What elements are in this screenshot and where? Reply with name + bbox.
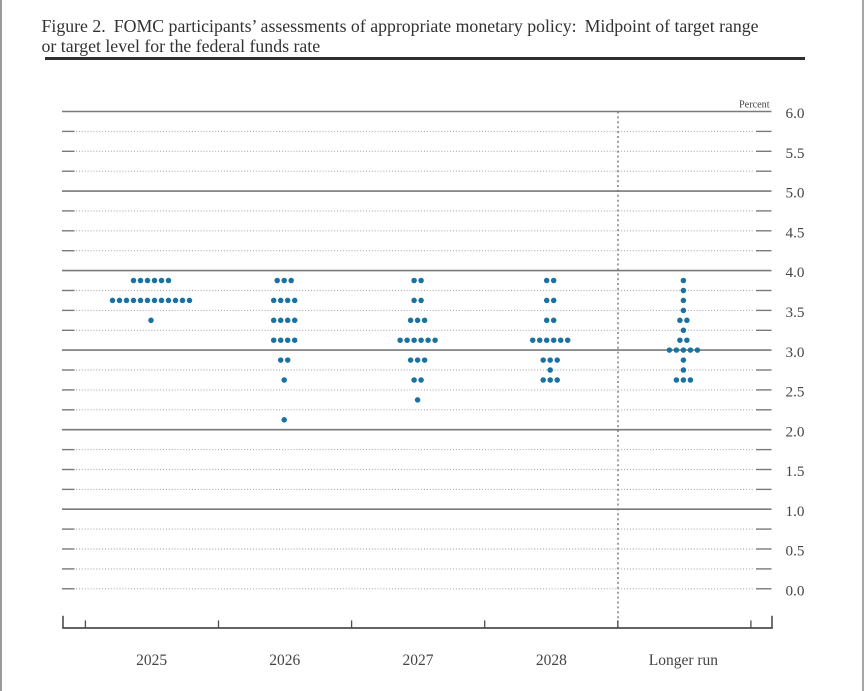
svg-text:4.5: 4.5 [786, 224, 805, 241]
svg-text:0.0: 0.0 [786, 582, 805, 599]
svg-text:Longer run: Longer run [649, 652, 719, 669]
svg-text:1.0: 1.0 [786, 503, 805, 520]
svg-text:Percent: Percent [739, 100, 770, 111]
svg-text:3.5: 3.5 [786, 304, 805, 321]
svg-text:2028: 2028 [536, 652, 567, 669]
svg-text:2.5: 2.5 [786, 384, 805, 401]
svg-text:2025: 2025 [136, 652, 167, 669]
svg-text:4.0: 4.0 [786, 264, 805, 281]
svg-text:2027: 2027 [403, 652, 434, 669]
svg-text:0.5: 0.5 [786, 543, 805, 560]
svg-text:3.0: 3.0 [786, 344, 805, 361]
svg-text:2.0: 2.0 [786, 423, 805, 440]
svg-text:6.0: 6.0 [786, 105, 805, 122]
svg-text:5.5: 5.5 [786, 145, 805, 162]
svg-text:1.5: 1.5 [786, 463, 805, 480]
svg-text:5.0: 5.0 [786, 185, 805, 202]
svg-text:2026: 2026 [269, 652, 300, 669]
